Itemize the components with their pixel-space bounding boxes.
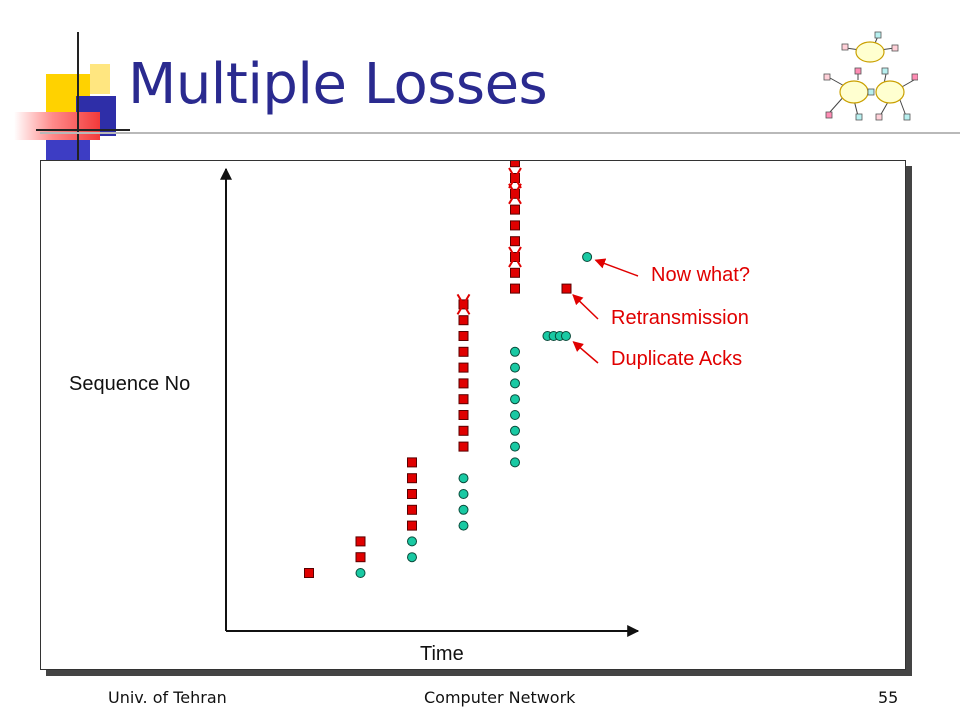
footer-course: Computer Network [424,688,576,707]
ack-marker [510,378,520,389]
loss-x-marker [508,246,522,268]
logo-horizontal-line [36,129,130,131]
ack-marker [582,252,593,262]
network-clouds-icon [823,31,918,121]
logo-yellow-square-2 [90,64,110,94]
packet-marker [510,220,520,231]
title-divider [40,132,960,134]
loss-x-marker [508,183,522,205]
ack-marker [510,425,520,436]
ack-marker [458,520,469,531]
annotation-label: Duplicate Acks [611,348,742,370]
packet-marker [355,552,366,563]
packet-marker [458,315,469,326]
packet-marker [458,410,469,420]
packet-marker [407,457,417,468]
packet-marker [510,236,520,247]
packet-marker [510,204,520,215]
annotation-label: Now what? [651,264,750,286]
packet-marker [458,378,469,389]
packet-marker [407,504,417,515]
content-panel: Time Sequence No Now what? Retransmission… [40,160,906,670]
x-axis-label: Time [420,643,464,665]
packet-marker [407,520,417,531]
annotation-arrow [572,341,599,364]
loss-x-marker [508,167,522,189]
ack-marker [458,473,469,484]
ack-marker [510,441,520,452]
packet-marker [510,161,520,168]
logo-red-gradient [14,112,100,140]
packet-marker [458,441,469,452]
annotation-label: Retransmission [611,307,749,329]
ack-marker [407,536,417,547]
sequence-chart: Time Sequence No Now what? Retransmission… [69,161,750,665]
ack-marker [560,331,571,341]
packet-marker [355,536,366,547]
packet-marker [561,283,572,294]
packet-marker [407,489,417,499]
ack-marker [510,394,520,405]
packet-marker [458,362,469,373]
packet-marker [458,331,469,341]
packet-marker [458,394,469,405]
ack-marker [510,410,520,420]
slide-title: Multiple Losses [128,52,548,117]
ack-marker [458,489,469,499]
chart-marks [304,161,593,578]
packet-marker [304,568,314,578]
footer-institution: Univ. of Tehran [108,688,227,707]
chart-annotations: Now what? Retransmission Duplicate Acks [572,258,750,370]
loss-markers [456,167,522,315]
y-axis-label: Sequence No [69,373,190,395]
loss-x-marker [456,293,471,315]
packet-marker [458,346,469,357]
page-number: 55 [878,688,899,707]
ack-marker [510,346,520,357]
packet-marker [458,425,469,436]
annotation-arrow [572,294,599,320]
logo-vertical-line [77,32,79,166]
ack-marker [510,362,520,373]
packet-marker [407,473,417,484]
packet-marker [510,267,520,278]
ack-marker [510,457,520,468]
annotation-arrow [594,258,639,277]
packet-marker [510,283,520,294]
ack-marker [355,568,366,578]
ack-marker [407,552,417,563]
ack-marker [458,504,469,515]
